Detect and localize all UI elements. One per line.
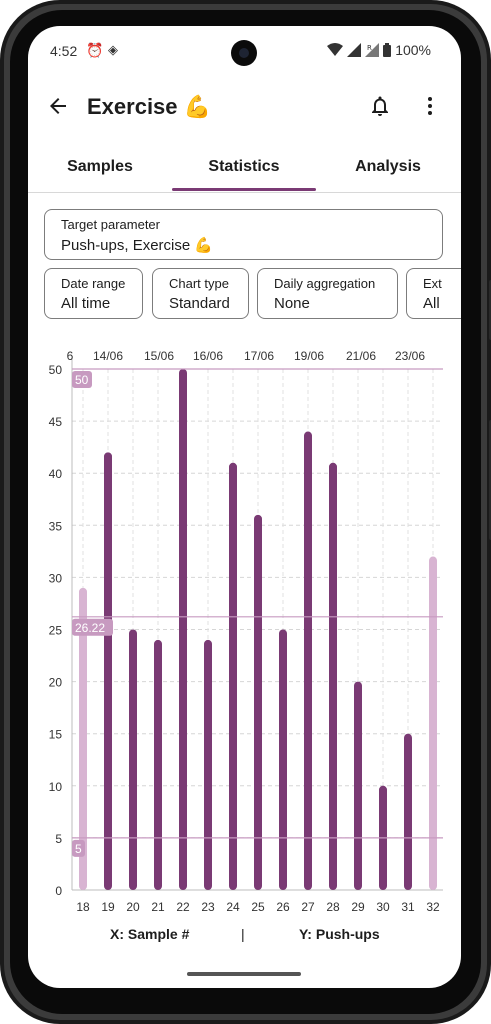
y-tick-label: 0 [55, 884, 62, 898]
chart-type-label: Chart type [169, 276, 229, 291]
battery-icon [383, 43, 392, 57]
reference-label-bg [72, 371, 92, 388]
tab-samples[interactable]: Samples [67, 158, 133, 175]
extra-filter-value: All [423, 295, 440, 312]
top-date-label: 21/06 [346, 349, 376, 363]
y-tick-label: 30 [49, 571, 63, 585]
reference-label: 26.22 [75, 621, 105, 635]
bar [154, 639, 162, 890]
bar [204, 639, 212, 890]
y-tick-label: 25 [49, 624, 63, 638]
status-bar: 4:52 ⏰ ◈ R 100% [28, 26, 461, 74]
bell-icon[interactable] [368, 94, 392, 118]
date-range-value: All time [61, 295, 111, 312]
date-range-field[interactable]: Date range All time [44, 268, 143, 319]
y-axis-caption: Y: Push-ups [299, 926, 380, 942]
bar [129, 629, 137, 890]
volume-button [489, 420, 491, 540]
y-tick-label: 40 [49, 467, 63, 481]
chart-type-value: Standard [169, 295, 230, 312]
status-time: 4:52 [50, 43, 78, 59]
svg-text:R: R [367, 44, 372, 52]
signal-icon [347, 43, 362, 57]
bar [104, 452, 112, 890]
y-tick-label: 5 [55, 832, 62, 846]
target-parameter-label: Target parameter [61, 217, 160, 232]
daily-aggregation-field[interactable]: Daily aggregation None [257, 268, 398, 319]
wifi-icon [327, 43, 344, 56]
bar [404, 733, 412, 890]
home-indicator[interactable] [187, 972, 301, 976]
top-date-label: 6 [67, 349, 74, 363]
reference-label: 50 [75, 373, 89, 387]
back-arrow-icon[interactable] [46, 94, 70, 118]
top-date-label: 17/06 [244, 349, 274, 363]
top-date-label: 16/06 [193, 349, 223, 363]
extra-filter-field[interactable]: Ext All [406, 268, 461, 319]
app-bar: Exercise 💪 [28, 88, 461, 128]
y-tick-label: 35 [49, 519, 63, 533]
target-parameter-value: Push-ups, Exercise 💪 [61, 237, 214, 254]
y-tick-label: 20 [49, 676, 63, 690]
bar [229, 462, 237, 890]
power-button [489, 280, 491, 340]
date-range-label: Date range [61, 276, 126, 291]
bar [254, 514, 262, 890]
x-tick-label: 32 [426, 900, 440, 914]
top-date-label: 15/06 [144, 349, 174, 363]
y-tick-label: 15 [49, 728, 63, 742]
tab-bar: Samples Statistics Analysis [28, 146, 461, 193]
battery-percent: 100% [395, 42, 431, 58]
x-tick-label: 28 [326, 900, 340, 914]
page-title: Exercise 💪 [87, 94, 212, 119]
chart-type-field[interactable]: Chart type Standard [152, 268, 249, 319]
x-axis-caption: X: Sample # [110, 926, 190, 942]
x-tick-label: 26 [276, 900, 290, 914]
x-tick-label: 25 [251, 900, 265, 914]
x-tick-label: 27 [301, 900, 315, 914]
x-tick-label: 20 [126, 900, 140, 914]
bar [279, 629, 287, 890]
tab-indicator [172, 188, 316, 191]
bar [354, 681, 362, 890]
x-tick-label: 30 [376, 900, 390, 914]
tab-analysis[interactable]: Analysis [355, 158, 421, 175]
bar [329, 462, 337, 890]
reference-label-bg [72, 618, 113, 636]
bar [304, 431, 312, 890]
reference-label: 5 [75, 842, 82, 856]
x-tick-label: 23 [201, 900, 215, 914]
bar [179, 369, 187, 890]
x-tick-label: 18 [76, 900, 90, 914]
top-date-label: 14/06 [93, 349, 123, 363]
y-tick-label: 50 [49, 363, 63, 377]
x-tick-label: 24 [226, 900, 240, 914]
x-tick-label: 19 [101, 900, 115, 914]
target-parameter-field[interactable]: Target parameter Push-ups, Exercise 💪 [44, 209, 443, 260]
top-date-label: 23/06 [395, 349, 425, 363]
bar [429, 556, 437, 890]
top-date-label: 19/06 [294, 349, 324, 363]
alarm-icon: ⏰ [86, 42, 104, 58]
signal-roaming-icon: R [365, 43, 380, 57]
screen: 4:52 ⏰ ◈ R 100% Exercise 💪 Samples Stati… [28, 26, 461, 988]
daily-aggregation-value: None [274, 295, 310, 312]
more-options-icon[interactable] [418, 94, 442, 118]
y-tick-label: 45 [49, 415, 63, 429]
x-tick-label: 31 [401, 900, 415, 914]
daily-aggregation-label: Daily aggregation [274, 276, 376, 291]
caption-separator: | [241, 926, 245, 942]
bar [79, 587, 87, 890]
camera-cutout [231, 40, 257, 66]
nfc-icon: ◈ [108, 42, 118, 57]
status-right: R 100% [327, 42, 431, 58]
x-tick-label: 21 [151, 900, 165, 914]
x-tick-label: 22 [176, 900, 190, 914]
reference-label-bg [72, 839, 85, 857]
extra-filter-label: Ext [423, 276, 442, 291]
y-tick-label: 10 [49, 780, 63, 794]
x-tick-label: 29 [351, 900, 365, 914]
tab-statistics[interactable]: Statistics [208, 158, 280, 175]
